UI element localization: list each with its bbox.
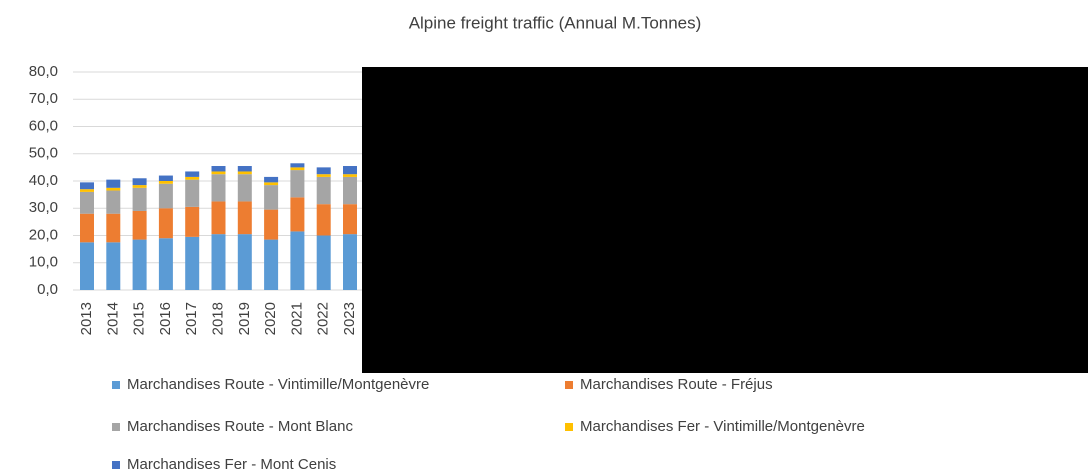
x-tick-label: 2019 bbox=[236, 302, 253, 335]
redaction-box bbox=[362, 67, 1088, 373]
x-tick-label: 2017 bbox=[183, 302, 200, 335]
bar-segment bbox=[185, 176, 200, 180]
bar-segment bbox=[211, 174, 226, 202]
bar-segment bbox=[264, 239, 279, 290]
bar-segment bbox=[343, 204, 357, 235]
legend-label: Marchandises Fer - Mont Cenis bbox=[127, 456, 336, 473]
bar-segment bbox=[211, 234, 226, 290]
bar-segment bbox=[80, 182, 94, 190]
legend-swatch bbox=[112, 381, 120, 389]
bar-segment bbox=[80, 191, 94, 214]
legend-swatch bbox=[565, 381, 573, 389]
bar-segment bbox=[343, 174, 357, 177]
bar-segment bbox=[80, 213, 94, 243]
y-tick-label: 40,0 bbox=[29, 172, 58, 189]
bar-segment bbox=[237, 174, 252, 202]
x-tick-label: 2015 bbox=[131, 302, 148, 335]
bar-segment bbox=[185, 236, 200, 290]
bar-segment bbox=[106, 213, 121, 243]
bar-segment bbox=[343, 234, 357, 290]
bar-segment bbox=[237, 234, 252, 290]
bar-segment bbox=[343, 166, 357, 175]
bar-segment bbox=[158, 183, 173, 209]
bar-segment bbox=[316, 176, 331, 205]
legend-swatch bbox=[112, 461, 120, 469]
bar-segment bbox=[158, 175, 173, 181]
legend-label: Marchandises Route - Fréjus bbox=[580, 376, 773, 393]
legend-label: Marchandises Route - Vintimille/Montgenè… bbox=[127, 376, 429, 393]
bar-segment bbox=[316, 235, 331, 290]
bar-segment bbox=[290, 167, 305, 171]
x-tick-label: 2021 bbox=[288, 302, 305, 335]
y-tick-label: 70,0 bbox=[29, 90, 58, 107]
bar-segment bbox=[132, 239, 147, 290]
legend: Marchandises Route - Vintimille/Montgenè… bbox=[112, 376, 865, 473]
x-tick-label: 2023 bbox=[341, 302, 358, 335]
legend-label: Marchandises Route - Mont Blanc bbox=[127, 418, 353, 435]
x-tick-label: 2014 bbox=[104, 302, 121, 335]
bar-segment bbox=[264, 176, 279, 183]
bar-segment bbox=[132, 187, 147, 211]
bar-segment bbox=[158, 208, 173, 239]
y-tick-label: 30,0 bbox=[29, 199, 58, 216]
bar-segment bbox=[237, 166, 252, 172]
y-tick-label: 50,0 bbox=[29, 145, 58, 162]
bar-segment bbox=[343, 176, 357, 205]
y-tick-label: 20,0 bbox=[29, 226, 58, 243]
bar-segment bbox=[316, 174, 331, 177]
bar-segment bbox=[290, 197, 305, 232]
bar-segment bbox=[158, 181, 173, 184]
chart-title: Alpine freight traffic (Annual M.Tonnes) bbox=[409, 13, 702, 32]
bar-segment bbox=[316, 204, 331, 236]
bar-segment bbox=[264, 182, 279, 186]
bar-segment bbox=[80, 242, 94, 290]
bar-segment bbox=[106, 179, 121, 188]
bar-segment bbox=[185, 206, 200, 237]
bar-segment bbox=[264, 185, 279, 210]
x-tick-label: 2016 bbox=[157, 302, 174, 335]
y-tick-label: 60,0 bbox=[29, 117, 58, 134]
bar-segment bbox=[290, 170, 305, 198]
bar-segment bbox=[211, 166, 226, 172]
legend-label: Marchandises Fer - Vintimille/Montgenèvr… bbox=[580, 418, 865, 435]
bar-segment bbox=[237, 171, 252, 175]
bar-segment bbox=[237, 201, 252, 235]
bar-segment bbox=[132, 178, 147, 186]
bar-segment bbox=[106, 190, 121, 214]
bar-segment bbox=[106, 242, 121, 290]
y-tick-label: 80,0 bbox=[29, 63, 58, 80]
bar-segment bbox=[132, 185, 147, 188]
y-tick-label: 10,0 bbox=[29, 254, 58, 271]
bar-segment bbox=[211, 171, 226, 175]
x-tick-label: 2013 bbox=[78, 302, 95, 335]
bar-segment bbox=[211, 201, 226, 235]
bar-segment bbox=[185, 179, 200, 207]
bar-segment bbox=[106, 187, 121, 191]
bar-segment bbox=[158, 238, 173, 290]
bar-segment bbox=[185, 171, 200, 177]
x-tick-label: 2022 bbox=[315, 302, 332, 335]
y-tick-label: 0,0 bbox=[37, 281, 58, 298]
x-tick-label: 2020 bbox=[262, 302, 279, 335]
bar-segment bbox=[132, 210, 147, 240]
x-tick-label: 2018 bbox=[209, 302, 226, 335]
bar-segment bbox=[264, 209, 279, 240]
bar-segment bbox=[316, 167, 331, 175]
legend-swatch bbox=[565, 423, 573, 431]
bar-segment bbox=[80, 189, 94, 192]
legend-swatch bbox=[112, 423, 120, 431]
bar-segment bbox=[290, 231, 305, 290]
bar-segment bbox=[290, 163, 305, 168]
